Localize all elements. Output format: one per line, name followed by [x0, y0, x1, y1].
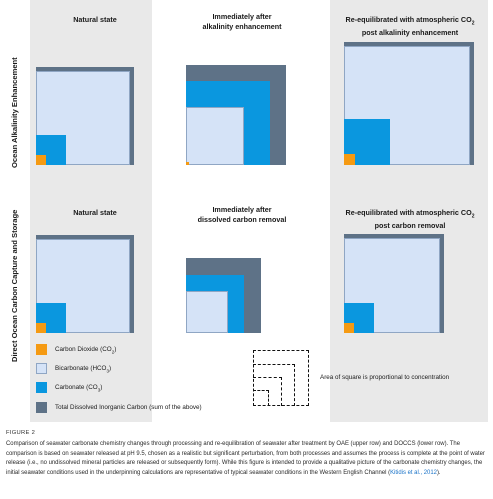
scale-dashed-square-medium: [253, 364, 295, 406]
figure-label: FIGURE 2: [6, 430, 36, 436]
title-line-2: alkalinity enhancement: [202, 22, 282, 31]
legend-text: Carbonate (CO: [55, 384, 98, 391]
title-line-1: Re-equilibrated with atmospheric CO2: [332, 208, 488, 221]
co2-square: [344, 154, 355, 165]
legend-text: Bicarbonate (HCO: [55, 365, 107, 372]
legend-label: Total Dissolved Inorganic Carbon (sum of…: [55, 404, 202, 411]
title-line-1: Immediately after: [212, 12, 272, 21]
title-line-2: dissolved carbon removal: [197, 215, 287, 224]
title-doccs-natural: Natural state: [40, 208, 150, 218]
row-label-oae: Ocean Alkalinity Enhancement: [10, 57, 19, 168]
title-line-1: Immediately after: [212, 205, 272, 214]
title-text: Re-equilibrated with atmospheric CO: [345, 15, 472, 24]
title-doccs-reequilibrated: Re-equilibrated with atmospheric CO2 pos…: [332, 208, 488, 231]
title-text: Natural state: [73, 15, 117, 24]
legend-label: Carbon Dioxide (CO2): [55, 344, 116, 357]
bicarbonate-square: [186, 291, 228, 333]
figure-caption: Comparison of seawater carbonate chemist…: [6, 440, 488, 478]
title-line-2: post alkalinity enhancement: [361, 28, 459, 38]
title-text: Natural state: [73, 208, 117, 217]
scale-dashed-square-smallest: [253, 390, 269, 406]
subscript: 3: [106, 368, 109, 374]
legend-text: ): [100, 384, 103, 391]
co2-square: [186, 162, 189, 165]
caption-text-end: ).: [436, 469, 441, 476]
subscript: 2: [111, 349, 115, 355]
subscript: 2: [471, 213, 475, 220]
co2-square: [36, 155, 46, 165]
title-oae-immediately-after: Immediately after alkalinity enhancement: [172, 12, 312, 32]
legend-text: ): [114, 346, 117, 353]
title-doccs-immediately-after: Immediately after dissolved carbon remov…: [172, 205, 312, 225]
bicarbonate-square: [186, 107, 244, 165]
co2-square: [344, 323, 354, 333]
co2-square: [36, 323, 46, 333]
caption-text: Comparison of seawater carbonate chemist…: [6, 441, 485, 476]
scale-dashed-square-small: [253, 377, 282, 406]
legend-label: Bicarbonate (HCO3): [55, 363, 111, 376]
scale-note: Area of square is proportional to concen…: [320, 374, 450, 381]
legend-swatch-carbonate: [36, 382, 47, 393]
subscript: 2: [471, 20, 475, 27]
legend-swatch-co2: [36, 344, 47, 355]
legend-swatch-bicarbonate: [36, 363, 47, 374]
title-oae-natural: Natural state: [40, 15, 150, 25]
title-text: Re-equilibrated with atmospheric CO: [345, 208, 472, 217]
title-line-1: Re-equilibrated with atmospheric CO2: [332, 15, 488, 28]
citation-link[interactable]: Kitidis et al., 2012: [390, 469, 437, 476]
legend-text: Carbon Dioxide (CO: [55, 346, 112, 353]
title-line-2: post carbon removal: [374, 221, 446, 231]
row-label-doccs: Direct Ocean Carbon Capture and Storage: [10, 209, 19, 362]
title-oae-reequilibrated: Re-equilibrated with atmospheric CO2 pos…: [332, 15, 488, 38]
legend-label: Carbonate (CO3): [55, 382, 102, 395]
legend-text: ): [108, 365, 112, 372]
subscript: 3: [97, 387, 101, 393]
legend-swatch-tdic: [36, 402, 47, 413]
